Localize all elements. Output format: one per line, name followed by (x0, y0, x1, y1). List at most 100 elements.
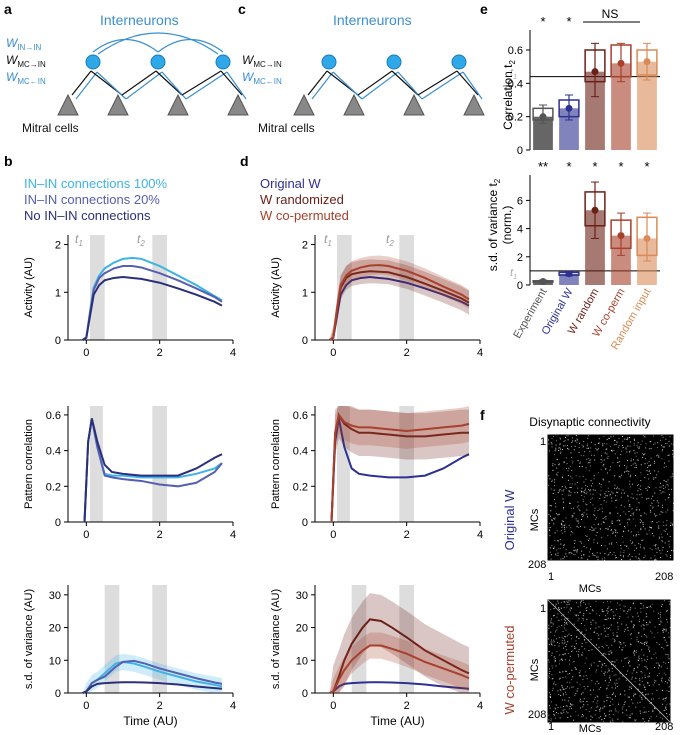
in-to-mc-connection (125, 71, 163, 100)
matrix-cell (643, 607, 645, 609)
matrix-cell (629, 717, 631, 719)
matrix-cell (619, 646, 621, 648)
bar (533, 116, 553, 150)
matrix-cell (640, 642, 642, 644)
matrix-cell (583, 553, 585, 555)
matrix-cell (610, 679, 612, 681)
box (584, 191, 606, 227)
matrix-cell (654, 513, 656, 515)
matrix-cell (664, 530, 666, 532)
matrix-cell (650, 464, 652, 466)
matrix-cell (650, 498, 652, 500)
matrix-cell (653, 682, 655, 684)
matrix-cell (614, 682, 616, 684)
matrix-cell (660, 611, 662, 613)
matrix-cell (607, 535, 609, 537)
schematic-a-title: Interneurons (100, 12, 179, 28)
matrix-cell (606, 696, 608, 698)
matrix-cell (613, 674, 615, 676)
interneuron-node (321, 54, 337, 70)
matrix-cell (663, 525, 665, 527)
matrix-cell (668, 636, 670, 638)
matrix-cell (579, 700, 581, 702)
matrix-cell (597, 665, 599, 667)
matrix-cell (570, 452, 572, 454)
matrix-cell (555, 444, 557, 446)
matrix-cell (600, 523, 602, 525)
matrix-cell (557, 600, 559, 602)
matrix-cell (609, 716, 611, 718)
matrix-cell (558, 637, 560, 639)
matrix-cell (638, 553, 640, 555)
matrix-cell (645, 513, 647, 515)
matrix-cell (559, 488, 561, 490)
d-t1-label: t1 (324, 232, 332, 248)
matrix-cell (669, 494, 671, 496)
matrix-cell (630, 496, 632, 498)
matrix-cell (550, 558, 552, 560)
matrix-cell (659, 439, 661, 441)
matrix-cell (581, 466, 583, 468)
matrix-cell (661, 458, 663, 460)
matrix-cell (624, 645, 626, 647)
matrix-cell (594, 714, 596, 716)
x-tick-label: 0 (330, 347, 336, 359)
matrix-cell (630, 607, 632, 609)
matrix-cell (635, 525, 637, 527)
matrix-cell (671, 523, 673, 525)
matrix-cell (668, 440, 670, 442)
matrix-cell (632, 616, 634, 618)
matrix-cell (560, 712, 562, 714)
matrix-cell (637, 442, 639, 444)
matrix-cell (639, 546, 641, 548)
in-to-mc-connection (226, 71, 247, 100)
matrix-cell (553, 485, 555, 487)
matrix-cell (599, 552, 601, 554)
matrix-cell (583, 545, 585, 547)
matrix-cell (671, 524, 673, 526)
matrix-cell (575, 475, 577, 477)
matrix-cell (604, 713, 606, 715)
y-tick-label: 0.2 (293, 481, 308, 493)
matrix-cell (548, 714, 550, 716)
matrix-cell (653, 535, 655, 537)
matrix-cell (565, 646, 567, 648)
bar (585, 210, 605, 285)
matrix-cell (642, 526, 644, 528)
matrix-cell (607, 647, 609, 649)
matrix-cell (553, 614, 555, 616)
matrix-cell (662, 507, 664, 509)
matrix-cell (665, 481, 667, 483)
matrix-cell (575, 647, 577, 649)
matrix-cell (608, 437, 610, 439)
matrix-cell (608, 710, 610, 712)
matrix-cell (669, 601, 671, 603)
matrix-cell (576, 520, 578, 522)
matrix-cell (629, 476, 631, 478)
matrix-cell (589, 490, 591, 492)
matrix-cell (585, 467, 587, 469)
matrix-cell (617, 457, 619, 459)
matrix-cell (636, 636, 638, 638)
matrix-cell (578, 649, 580, 651)
matrix-cell (654, 555, 656, 557)
matrix-cell (662, 436, 664, 438)
matrix-cell (652, 506, 654, 508)
matrix-cell (606, 687, 608, 689)
matrix-cell (653, 477, 655, 479)
matrix-cell (585, 603, 587, 605)
matrix-cell (664, 542, 666, 544)
matrix-cell (663, 661, 665, 663)
matrix-cell (663, 466, 665, 468)
matrix-cell (647, 606, 649, 608)
matrix-cell (643, 454, 645, 456)
matrix-cell (629, 685, 631, 687)
matrix-cell (580, 707, 582, 709)
matrix-cell (669, 703, 671, 705)
matrix-cell (564, 635, 566, 637)
matrix-cell (596, 449, 598, 451)
matrix-cell (570, 487, 572, 489)
matrix-cell (571, 651, 573, 653)
matrix-cell (548, 484, 550, 486)
significance-star: * (592, 159, 597, 174)
